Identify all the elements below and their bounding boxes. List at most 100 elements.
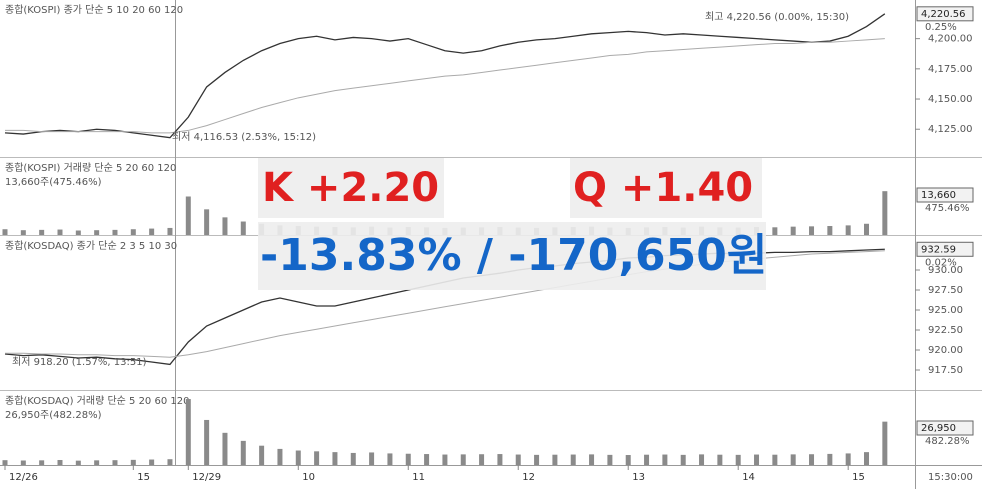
volume-bar (790, 226, 796, 235)
volume-bar (350, 452, 356, 465)
volume-bar (442, 454, 448, 465)
volume-summary: 26,950주(482.28%) (5, 410, 102, 421)
volume-bar (369, 452, 375, 465)
volume-bar (185, 196, 191, 235)
volume-bar (699, 454, 705, 465)
x-tick-label: 12/26 (9, 472, 38, 483)
volume-bar (167, 459, 173, 465)
volume-bar (167, 227, 173, 235)
volume-bar (662, 454, 668, 465)
volume-bar (497, 454, 503, 465)
y-tick-label: 925.00 (928, 305, 963, 316)
volume-bar (424, 454, 430, 465)
change-label: 482.28% (925, 436, 970, 447)
volume-bar (94, 460, 100, 465)
volume-bar (552, 454, 558, 465)
volume-bar (39, 460, 45, 465)
volume-bar (479, 454, 485, 465)
volume-bar (20, 230, 26, 235)
x-tick-label: 12 (522, 472, 535, 483)
change-label: 0.25% (925, 22, 957, 33)
volume-bar (772, 454, 778, 465)
volume-bar (644, 454, 650, 465)
high-note: 최고 4,220.56 (0.00%, 15:30) (705, 11, 849, 23)
volume-bar (827, 226, 833, 235)
q-change: Q +1.40 (573, 165, 753, 211)
panel-header: 종합(KOSDAQ) 종가 단순 2 3 5 10 30 (5, 240, 177, 252)
volume-bar (240, 221, 246, 235)
y-tick-label: 4,150.00 (928, 94, 973, 105)
y-tick-label: 927.50 (928, 285, 963, 296)
y-tick-label: 4,200.00 (928, 34, 973, 45)
x-tick-label: 13 (632, 472, 645, 483)
change-label: 475.46% (925, 203, 970, 214)
volume-bar (112, 229, 118, 235)
x-tick-label: 14 (742, 472, 755, 483)
y-tick-label: 4,175.00 (928, 64, 973, 75)
volume-bar (809, 226, 815, 235)
low-note: 최저 4,116.53 (2.53%, 15:12) (172, 131, 316, 143)
y-tick-label: 917.50 (928, 365, 963, 376)
x-tick-label: 11 (412, 472, 425, 483)
volume-bar (130, 459, 136, 465)
volume-bar (845, 453, 851, 465)
volume-bar (625, 455, 631, 465)
y-tick-label: 930.00 (928, 265, 963, 276)
volume-bar (460, 454, 466, 465)
panel-header: 종합(KOSPI) 종가 단순 5 10 20 60 120 (5, 4, 183, 16)
volume-bar (57, 229, 63, 235)
volume-bar (259, 445, 265, 465)
volume-bar (204, 209, 210, 235)
volume-bar (240, 440, 246, 465)
volume-bar (2, 229, 8, 235)
volume-bar (204, 419, 210, 465)
low-note: 최저 918.20 (1.57%, 13:51) (12, 356, 147, 368)
x-tick-label: 15 (137, 472, 150, 483)
volume-bar (222, 432, 228, 465)
volume-bar (515, 454, 521, 465)
change-label: 0.02% (925, 257, 957, 268)
current-box (916, 6, 974, 22)
y-tick-label: 4,125.00 (928, 124, 973, 135)
volume-bar (772, 227, 778, 235)
volume-bar (75, 230, 81, 235)
volume-bar (295, 450, 301, 465)
volume-bar (607, 454, 613, 465)
y-tick-label: 920.00 (928, 345, 963, 356)
volume-bar (754, 454, 760, 465)
y-tick-label: 922.50 (928, 325, 963, 336)
volume-bar (130, 229, 136, 235)
volume-bar (94, 230, 100, 235)
volume-bar (827, 453, 833, 465)
volume-summary: 13,660주(475.46%) (5, 177, 102, 188)
panel-header: 종합(KOSPI) 거래량 단순 5 20 60 120 (5, 162, 176, 174)
volume-bar (185, 399, 191, 465)
volume-bar (2, 460, 8, 465)
x-tick-label: 12/29 (192, 472, 221, 483)
current-label: 4,220.56 (921, 9, 966, 20)
price-line (4, 13, 886, 139)
overlay-box (258, 222, 766, 290)
x-tick-label: 15 (852, 472, 865, 483)
current-box (916, 420, 974, 436)
volume-bar (882, 191, 888, 235)
volume-bar (405, 453, 411, 465)
volume-bar (149, 228, 155, 235)
volume-bar (332, 452, 338, 465)
panel-header: 종합(KOSDAQ) 거래량 단순 5 20 60 120 (5, 395, 189, 407)
volume-bar (809, 454, 815, 465)
volume-bar (680, 454, 686, 465)
volume-bar (75, 460, 81, 465)
pnl: -13.83% / -170,650원 (260, 230, 767, 281)
volume-bar (735, 454, 741, 465)
current-box (916, 187, 974, 203)
volume-bar (222, 217, 228, 235)
overlay-box (570, 158, 762, 218)
x-tick-label: 10 (302, 472, 315, 483)
current-label: 26,950 (921, 423, 956, 434)
volume-bar (864, 452, 870, 465)
volume-bar (570, 454, 576, 465)
volume-bar (790, 454, 796, 465)
volume-bar (845, 225, 851, 235)
